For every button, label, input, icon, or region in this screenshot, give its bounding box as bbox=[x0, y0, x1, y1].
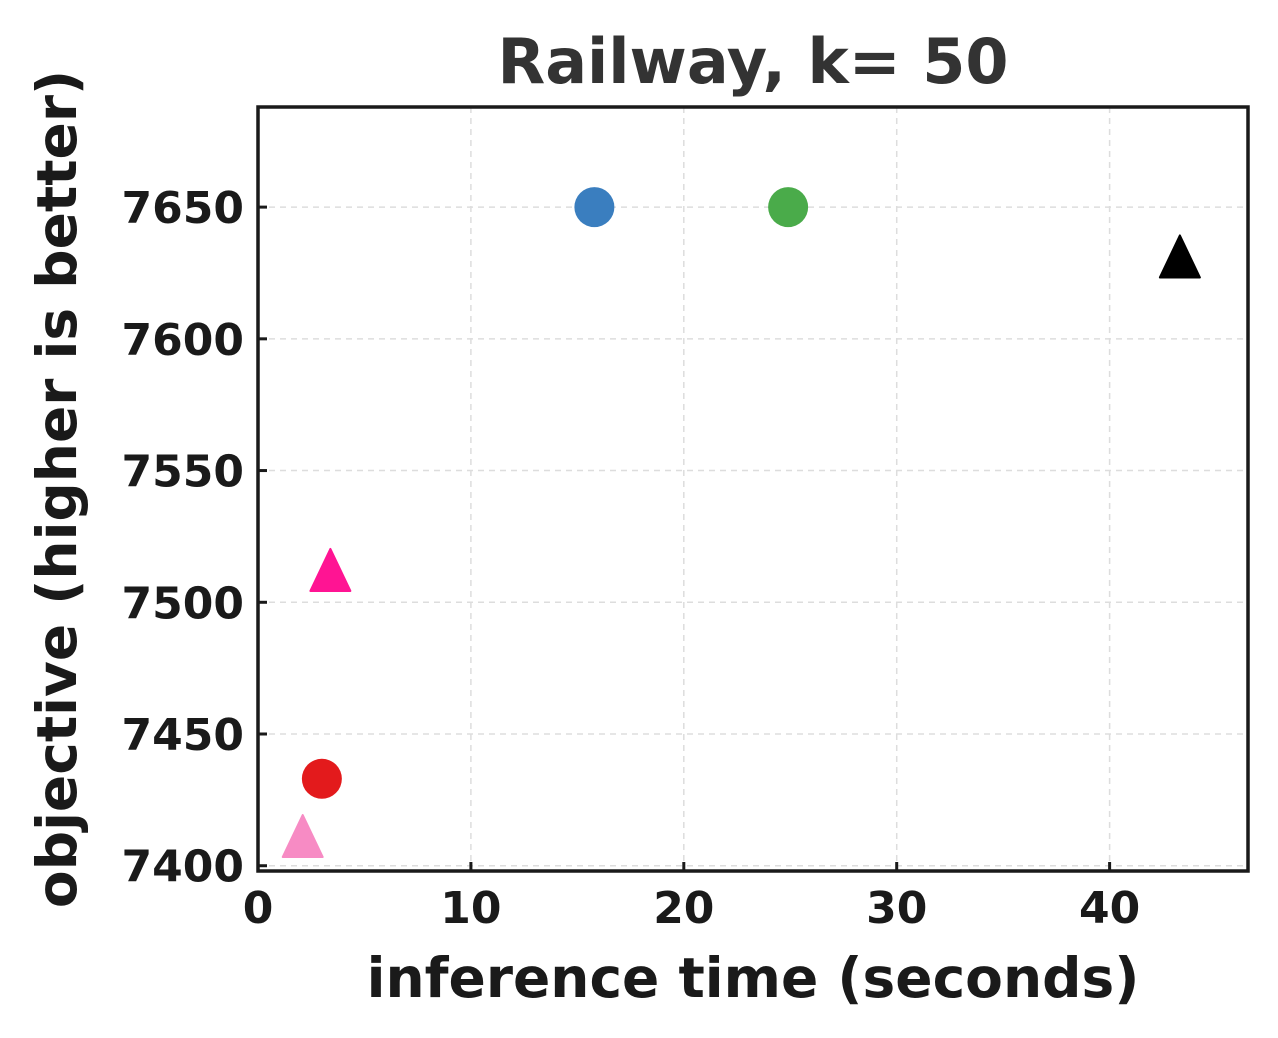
y-tick-label: 7450 bbox=[122, 710, 244, 761]
y-tick-label: 7550 bbox=[122, 447, 244, 498]
data-point-circle bbox=[768, 187, 809, 228]
x-axis-label: inference time (seconds) bbox=[367, 946, 1140, 1010]
x-tick-label: 40 bbox=[1079, 883, 1140, 934]
x-tick-label: 30 bbox=[866, 883, 927, 934]
x-tick-label: 0 bbox=[243, 883, 274, 934]
y-tick-label: 7400 bbox=[122, 842, 244, 893]
data-point-circle bbox=[301, 758, 342, 799]
data-point-triangle bbox=[309, 547, 352, 592]
plot-frame bbox=[256, 105, 1250, 873]
data-point-triangle bbox=[1158, 234, 1201, 279]
data-point-circle bbox=[574, 187, 615, 228]
y-axis-label: objective (higher is better) bbox=[25, 70, 89, 908]
x-tick-labels: 0 10 20 30 40 bbox=[243, 883, 1141, 934]
y-tick-label: 7500 bbox=[122, 578, 244, 629]
tick-marks bbox=[256, 205, 1112, 871]
y-tick-labels: 7400 7450 7500 7550 7600 7650 bbox=[122, 183, 244, 893]
x-tick-label: 20 bbox=[653, 883, 714, 934]
grid bbox=[257, 107, 1248, 871]
y-tick-label: 7650 bbox=[122, 183, 244, 234]
chart-title: Railway, k= 50 bbox=[497, 25, 1008, 98]
data-point-triangle bbox=[281, 814, 324, 859]
y-tick-label: 7600 bbox=[122, 315, 244, 366]
data-points bbox=[281, 187, 1201, 859]
x-tick-label: 10 bbox=[440, 883, 501, 934]
